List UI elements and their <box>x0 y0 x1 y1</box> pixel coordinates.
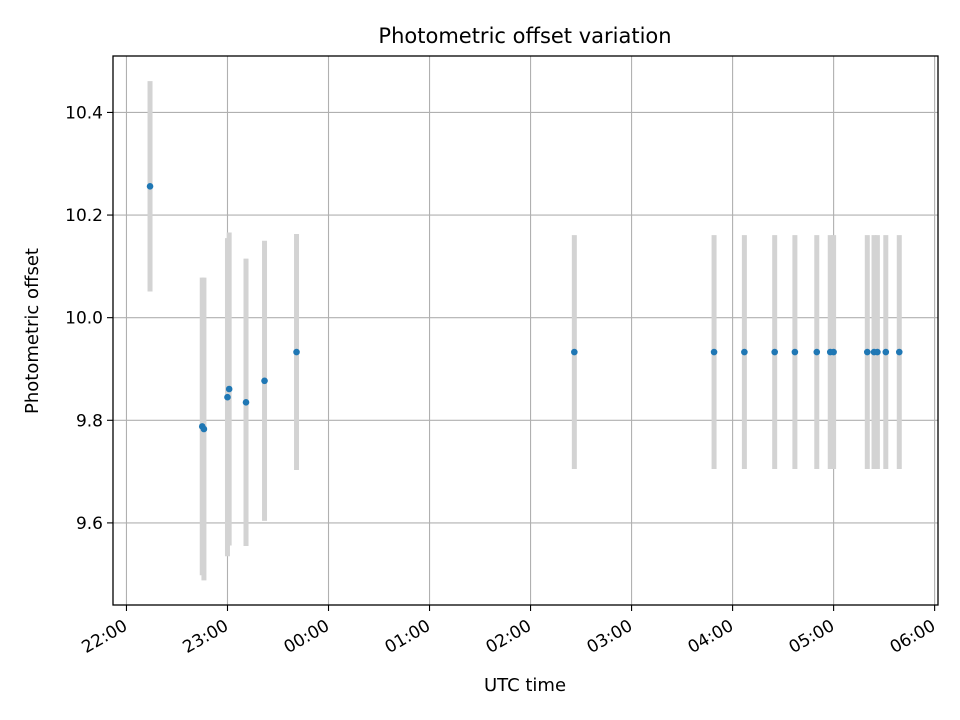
y-tick-label: 10.2 <box>65 206 103 226</box>
data-point <box>242 399 250 406</box>
data-point <box>741 348 748 356</box>
data-point <box>146 183 154 190</box>
data-point <box>710 348 718 356</box>
data-point <box>224 393 231 401</box>
data-point <box>863 348 871 356</box>
data-point <box>813 348 821 356</box>
y-axis-label: Photometric offset <box>22 248 43 414</box>
data-point <box>293 348 300 356</box>
data-point <box>791 348 799 356</box>
y-tick-label: 10.4 <box>65 103 103 123</box>
y-tick-label: 9.8 <box>76 411 103 431</box>
plot-frame <box>112 55 939 606</box>
x-axis-label: UTC time <box>484 675 566 696</box>
data-point <box>882 348 890 356</box>
chart-title: Photometric offset variation <box>378 24 671 48</box>
y-tick-label: 9.6 <box>76 514 103 534</box>
data-points <box>146 183 903 433</box>
data-point <box>895 348 903 356</box>
grid <box>113 56 938 605</box>
data-point <box>225 385 233 393</box>
data-point <box>261 377 268 385</box>
data-point <box>571 348 578 356</box>
data-point <box>874 348 881 356</box>
data-point <box>830 348 837 356</box>
data-point <box>771 348 778 356</box>
y-axis: 9.6 9.8 10.0 10.2 10.4 <box>65 103 113 534</box>
data-point <box>200 425 208 433</box>
y-tick-label: 10.0 <box>65 309 103 329</box>
